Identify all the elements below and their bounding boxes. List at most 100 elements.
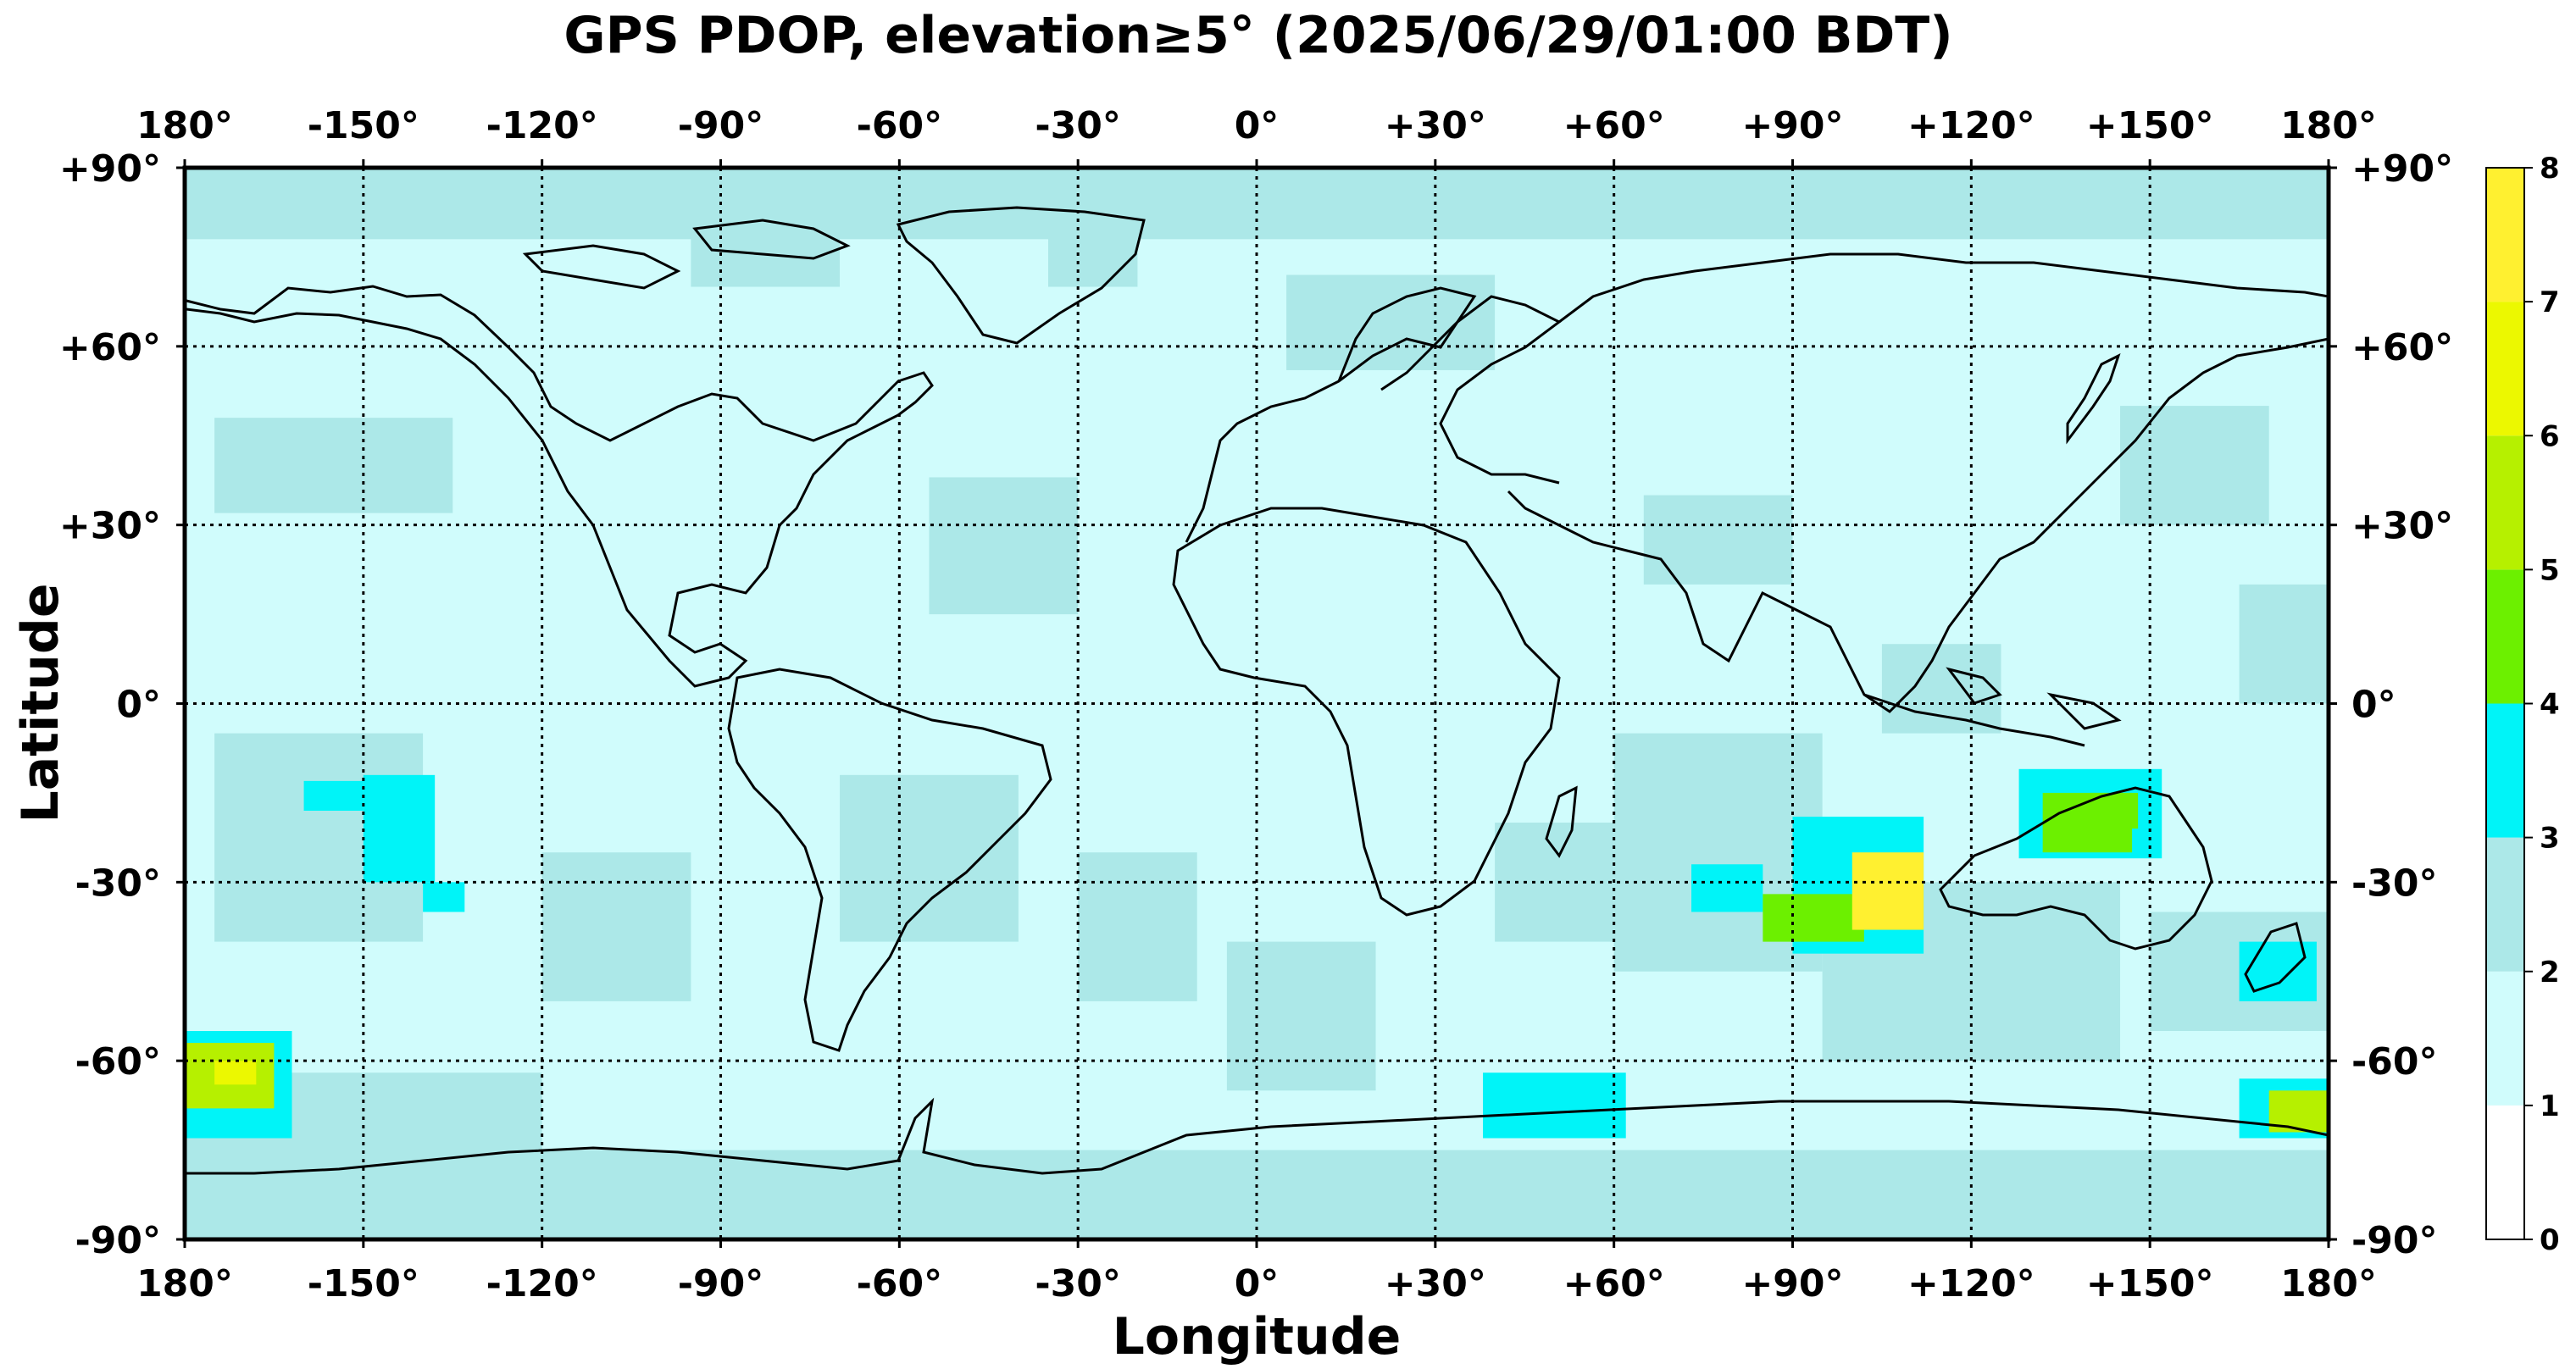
coastline-asia bbox=[1507, 252, 2329, 713]
colorbar-bin bbox=[2486, 168, 2524, 302]
lon-tick-label-top: +60° bbox=[1563, 104, 1665, 147]
pdop-cell bbox=[363, 774, 436, 883]
x-axis-label: Longitude bbox=[1113, 1307, 1402, 1366]
lon-tick-label-bottom: 0° bbox=[1235, 1262, 1280, 1305]
lon-tick-label-top: -60° bbox=[857, 104, 943, 147]
lat-tick-label-left: 0° bbox=[116, 684, 161, 727]
lon-tick-label-top: -120° bbox=[486, 104, 598, 147]
pdop-cell bbox=[1078, 852, 1197, 1001]
y-axis-label: Latitude bbox=[11, 583, 70, 823]
lat-tick-label-left: -30° bbox=[75, 862, 162, 905]
coastline-antarctica bbox=[185, 1097, 2329, 1175]
coastline-madagascar bbox=[1545, 785, 1578, 858]
lon-tick-label-top: +30° bbox=[1385, 104, 1486, 147]
pdop-cell bbox=[1881, 644, 2001, 734]
pdop-cell bbox=[541, 852, 691, 1001]
lon-tick-label-bottom: -30° bbox=[1035, 1262, 1121, 1305]
colorbar-bin bbox=[2486, 435, 2524, 570]
colorbar-bin bbox=[2486, 302, 2524, 436]
coastline-greenland bbox=[896, 206, 1146, 345]
lat-tick-label-left: +90° bbox=[59, 147, 161, 191]
lon-tick-label-top: +150° bbox=[2086, 104, 2214, 147]
colorbar-tick-label: 4 bbox=[2540, 688, 2560, 722]
pdop-cell bbox=[2239, 941, 2317, 1001]
pdop-cell bbox=[1483, 1072, 1626, 1139]
lat-tick-label-left: -60° bbox=[75, 1040, 162, 1084]
lon-tick-label-bottom: +90° bbox=[1741, 1262, 1843, 1305]
pdop-cell bbox=[1495, 823, 1614, 942]
colorbar-tick-label: 6 bbox=[2540, 419, 2560, 453]
pdop-cell bbox=[1643, 495, 1793, 585]
coastlines bbox=[185, 206, 2329, 1175]
colorbar-bin bbox=[2486, 837, 2524, 972]
lat-tick-label-right: 0° bbox=[2351, 684, 2396, 727]
pdop-cell bbox=[1763, 894, 1864, 942]
colorbar-tick-label: 7 bbox=[2540, 285, 2560, 319]
lon-tick-label-top: 180° bbox=[2280, 104, 2377, 147]
lat-tick-label-left: +30° bbox=[59, 505, 161, 548]
pdop-cell bbox=[214, 418, 453, 513]
pdop-cell bbox=[1852, 852, 1924, 930]
lat-tick-label-right: -90° bbox=[2351, 1219, 2438, 1262]
lat-tick-label-right: +30° bbox=[2351, 505, 2453, 548]
lat-tick-label-left: -90° bbox=[75, 1219, 162, 1262]
coastline-japan bbox=[2066, 353, 2121, 445]
pdop-cell bbox=[1048, 227, 1138, 287]
lon-tick-label-top: +90° bbox=[1741, 104, 1843, 147]
coastline-new-zealand bbox=[2244, 922, 2307, 993]
lon-tick-label-bottom: -90° bbox=[678, 1262, 764, 1305]
coastline-arctic-islands bbox=[522, 219, 851, 290]
lon-tick-label-top: -30° bbox=[1035, 104, 1121, 147]
gridlines bbox=[185, 168, 2329, 1239]
pdop-cell bbox=[303, 780, 364, 811]
lon-tick-label-bottom: +60° bbox=[1563, 1262, 1665, 1305]
lon-tick-label-bottom: -60° bbox=[857, 1262, 943, 1305]
lat-tick-label-right: +60° bbox=[2351, 326, 2453, 369]
colorbar-bin bbox=[2486, 569, 2524, 704]
pdop-cell bbox=[423, 882, 465, 912]
axis-ticks: 180° 180° -150° -150° -120° -120° -90° -90° -60°… bbox=[59, 104, 2453, 1305]
pdop-cell bbox=[840, 774, 1019, 942]
lon-tick-label-bottom: +30° bbox=[1385, 1262, 1486, 1305]
lon-tick-label-bottom: +120° bbox=[1907, 1262, 2035, 1305]
colorbar-bin bbox=[2486, 703, 2524, 838]
coastline-scandinavia bbox=[1337, 286, 1477, 391]
lat-tick-label-right: -60° bbox=[2351, 1040, 2438, 1084]
colorbar-bin bbox=[2486, 971, 2524, 1106]
lat-tick-label-left: +60° bbox=[59, 326, 161, 369]
lon-tick-label-top: -90° bbox=[678, 104, 764, 147]
lon-tick-label-top: +120° bbox=[1907, 104, 2035, 147]
pdop-cell bbox=[1226, 941, 1376, 1091]
pdop-cell bbox=[2120, 406, 2269, 525]
colorbar-tick-label: 8 bbox=[2540, 152, 2560, 186]
lon-tick-label-bottom: -120° bbox=[486, 1262, 598, 1305]
pdop-cell bbox=[1286, 274, 1496, 370]
colorbar-tick-label: 0 bbox=[2540, 1223, 2560, 1257]
colorbar-tick-label: 2 bbox=[2540, 956, 2560, 989]
coastline-indonesia bbox=[1863, 667, 2122, 747]
lat-tick-label-right: -30° bbox=[2351, 862, 2438, 905]
colorbar-tick-label: 1 bbox=[2540, 1089, 2560, 1123]
lon-tick-label-top: 0° bbox=[1235, 104, 1280, 147]
coastline-north-america bbox=[186, 285, 934, 688]
colorbar-tick-label: 5 bbox=[2540, 553, 2560, 587]
lat-tick-label-right: +90° bbox=[2351, 147, 2453, 191]
colorbar-tick-label: 3 bbox=[2540, 822, 2560, 856]
lon-tick-label-top: -150° bbox=[308, 104, 419, 147]
coastline-south-america bbox=[727, 668, 1052, 1052]
pdop-cell bbox=[2239, 584, 2329, 704]
map-panel bbox=[182, 165, 2331, 1242]
chart-title: GPS PDOP, elevation≥5° (2025/06/29/01:00… bbox=[564, 6, 1952, 65]
colorbar: 8 7 6 5 4 3 2 1 0 bbox=[2485, 152, 2560, 1257]
coastline-australia bbox=[1939, 786, 2213, 951]
pdop-cell bbox=[929, 477, 1079, 615]
pdop-cell bbox=[691, 180, 841, 287]
pdop-cell bbox=[1691, 864, 1763, 912]
lon-tick-label-bottom: +150° bbox=[2086, 1262, 2214, 1305]
lon-tick-label-top: 180° bbox=[136, 104, 233, 147]
colorbar-bin bbox=[2486, 1105, 2524, 1239]
pdop-cell bbox=[214, 1061, 257, 1085]
lon-tick-label-bottom: 180° bbox=[2280, 1262, 2377, 1305]
